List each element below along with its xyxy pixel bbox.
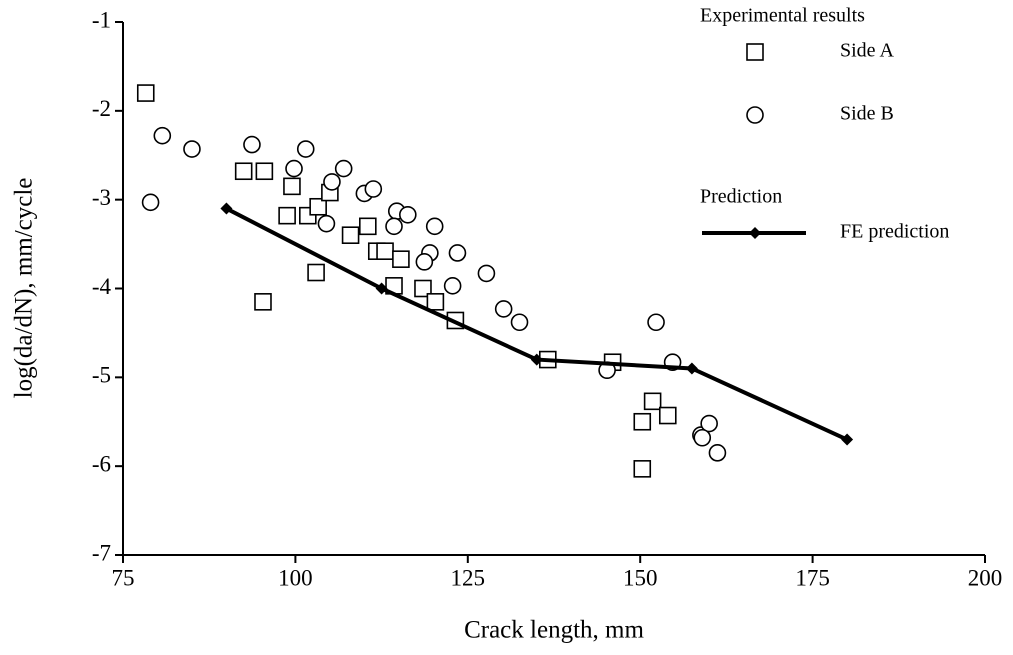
data-point bbox=[443, 277, 462, 295]
legend-heading: Prediction bbox=[700, 186, 782, 208]
data-point bbox=[448, 244, 467, 262]
data-point bbox=[296, 140, 315, 158]
legend-marker bbox=[746, 43, 764, 61]
legend-marker bbox=[746, 106, 764, 124]
data-point bbox=[364, 180, 383, 198]
data-point bbox=[153, 126, 172, 145]
data-point bbox=[399, 205, 417, 224]
prediction-point bbox=[530, 353, 543, 366]
data-point bbox=[633, 412, 652, 431]
data-point bbox=[426, 293, 445, 311]
legend-label: Side B bbox=[840, 103, 894, 125]
data-point bbox=[255, 162, 274, 181]
x-axis-title: Crack length, mm bbox=[464, 617, 644, 644]
y-axis-title: log(da/dN), mm/cycle bbox=[11, 178, 38, 399]
prediction-point bbox=[375, 282, 388, 295]
data-point bbox=[494, 300, 513, 318]
y-tick-label: -6 bbox=[92, 451, 111, 476]
prediction-point bbox=[220, 202, 233, 215]
data-point bbox=[285, 159, 303, 178]
y-tick-label: -4 bbox=[92, 274, 112, 299]
data-point bbox=[700, 414, 718, 433]
legend-marker bbox=[749, 227, 761, 239]
data-point bbox=[510, 313, 529, 332]
data-point bbox=[183, 140, 201, 158]
prediction-point bbox=[841, 433, 854, 446]
data-point bbox=[693, 428, 712, 447]
data-point bbox=[278, 206, 296, 225]
prediction-point bbox=[685, 362, 698, 375]
y-tick-label: -7 bbox=[92, 540, 111, 565]
data-point bbox=[307, 263, 325, 282]
x-tick-label: 100 bbox=[278, 565, 313, 590]
data-point bbox=[254, 293, 272, 311]
data-point bbox=[317, 214, 336, 233]
data-point bbox=[392, 250, 410, 268]
data-point bbox=[309, 197, 327, 216]
x-tick-label: 150 bbox=[623, 565, 658, 590]
data-point bbox=[633, 460, 652, 478]
data-point bbox=[415, 253, 434, 271]
data-point bbox=[643, 392, 662, 411]
data-point bbox=[708, 444, 727, 462]
data-point bbox=[283, 177, 301, 196]
x-tick-label: 125 bbox=[451, 565, 486, 590]
data-point bbox=[136, 84, 155, 102]
data-point bbox=[243, 135, 261, 154]
data-point bbox=[359, 217, 377, 236]
legend-heading: Experimental results bbox=[700, 5, 865, 27]
data-point bbox=[376, 242, 394, 260]
legend-label: FE prediction bbox=[840, 221, 949, 243]
data-point bbox=[323, 173, 341, 191]
y-tick-label: -2 bbox=[92, 96, 111, 121]
data-point bbox=[341, 226, 360, 244]
data-point bbox=[658, 406, 677, 425]
prediction-line bbox=[225, 206, 848, 442]
data-point bbox=[234, 162, 253, 181]
data-point bbox=[647, 313, 665, 332]
y-tick-label: -1 bbox=[92, 7, 111, 32]
data-point bbox=[385, 217, 403, 236]
data-point bbox=[425, 217, 444, 236]
x-tick-label: 75 bbox=[112, 565, 135, 590]
data-point bbox=[414, 279, 432, 298]
data-point bbox=[334, 159, 353, 178]
legend-label: Side A bbox=[840, 40, 894, 62]
y-tick-label: -3 bbox=[92, 185, 111, 210]
y-tick-label: -5 bbox=[92, 363, 111, 388]
data-point bbox=[477, 264, 496, 283]
data-point bbox=[141, 193, 160, 212]
x-tick-label: 175 bbox=[795, 565, 830, 590]
x-tick-label: 200 bbox=[968, 565, 1003, 590]
